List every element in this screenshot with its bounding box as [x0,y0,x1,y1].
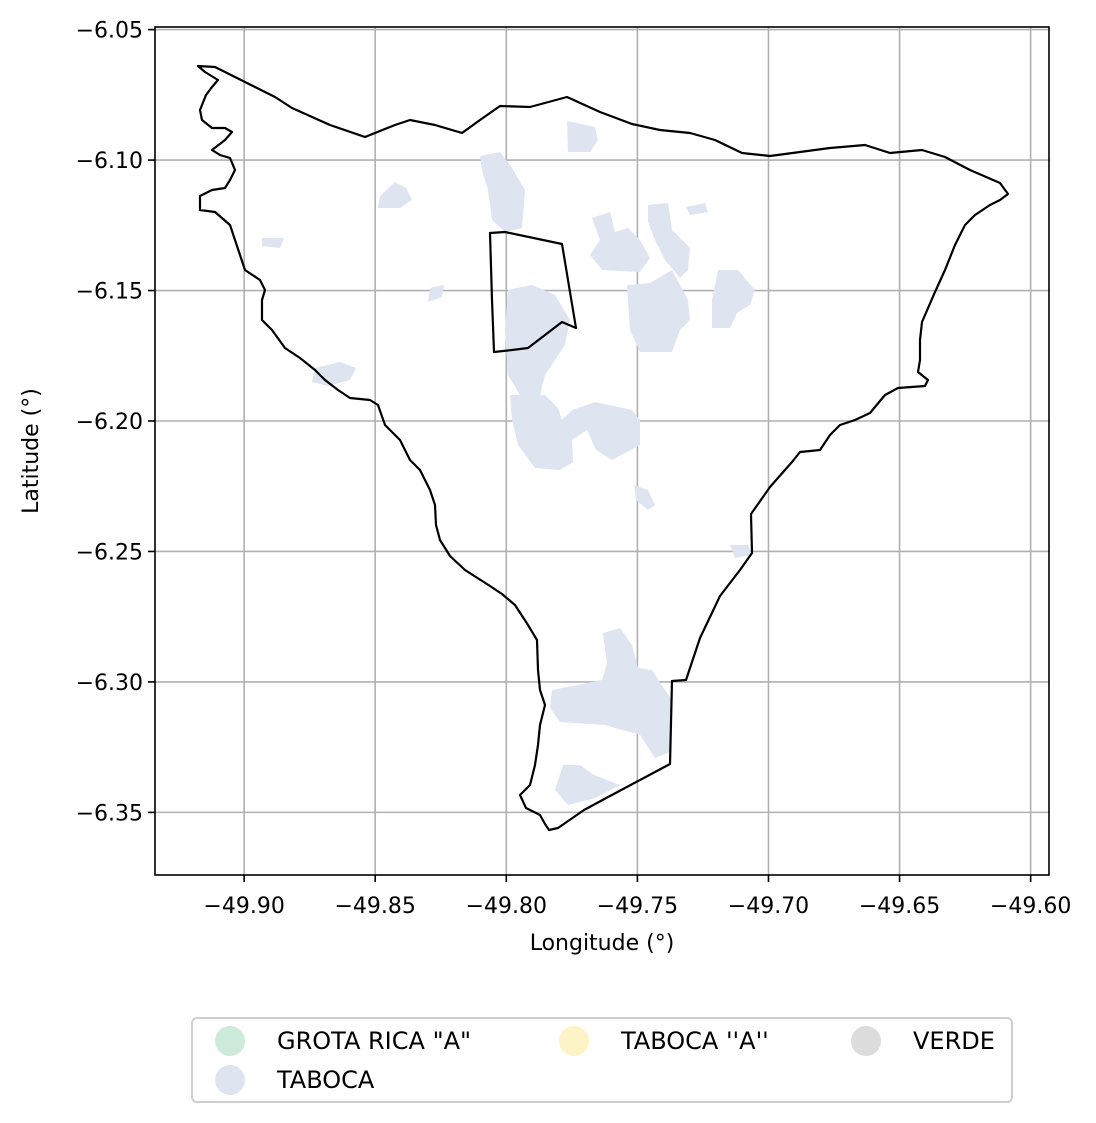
taboca-region-patch [590,212,650,272]
taboca-region-patch [480,152,525,232]
legend-marker [215,1065,245,1095]
y-tick-label: −6.05 [76,19,143,44]
municipality-boundary [196,64,1010,832]
legend-marker [559,1026,589,1056]
x-tick-label: −49.65 [859,894,940,919]
legend-label: VERDE [913,1027,995,1055]
legend-item-grota-rica-a: GROTA RICA "A" [215,1024,471,1058]
taboca-region-patch [378,182,412,208]
map-figure: −49.90 −49.85 −49.80 −49.75 −49.70 −49.65 −49.… [19,19,1071,956]
taboca-region-patch [686,203,708,215]
x-tick-label: −49.85 [335,894,416,919]
taboca-region-patch [555,765,620,805]
taboca-region-patch [712,270,755,328]
legend-label: GROTA RICA "A" [277,1027,472,1055]
legend-label: TABOCA [277,1066,375,1094]
plot-frame [154,26,1050,876]
y-axis-label: Latitude (°) [19,388,44,514]
legend-item-verde: VERDE [851,1024,995,1058]
x-tick-label: −49.90 [203,894,284,919]
legend-label: TABOCA ''A'' [621,1027,769,1055]
y-axis-ticks: −6.35 −6.30 −6.25 −6.20 −6.15 −6.10 −6.05 [76,19,155,826]
taboca-region-patch [634,485,655,510]
y-tick-label: −6.35 [76,801,143,826]
taboca-regions [262,121,755,805]
taboca-region-patch [730,545,752,558]
x-tick-label: −49.60 [990,894,1071,919]
taboca-region-patch [648,203,690,278]
grid-lines [155,27,1049,875]
taboca-region-patch [262,238,284,248]
taboca-region-patch [567,121,598,152]
taboca-region-patch [510,395,640,470]
y-tick-label: −6.25 [76,540,143,565]
legend-marker [851,1026,881,1056]
y-tick-label: −6.10 [76,149,143,174]
x-axis-ticks: −49.90 −49.85 −49.80 −49.75 −49.70 −49.65 −49.… [203,875,1071,919]
x-tick-label: −49.75 [597,894,678,919]
legend: GROTA RICA "A" TABOCA ''A'' VERDE TABOCA [191,1017,1013,1103]
y-tick-label: −6.20 [76,410,143,435]
legend-marker [215,1026,245,1056]
inner-boundary-line [488,230,578,354]
taboca-region-patch [627,270,690,352]
x-tick-label: −49.80 [466,894,547,919]
legend-item-taboca: TABOCA [215,1063,374,1097]
taboca-region-patch [312,362,356,386]
outer-boundary-line [196,64,1010,832]
taboca-region-patch [428,285,444,302]
y-tick-label: −6.15 [76,280,143,305]
legend-item-taboca-a: TABOCA ''A'' [559,1024,769,1058]
x-axis-label: Longitude (°) [530,931,675,956]
x-tick-label: −49.70 [728,894,809,919]
taboca-region-patch [550,628,672,758]
y-tick-label: −6.30 [76,671,143,696]
